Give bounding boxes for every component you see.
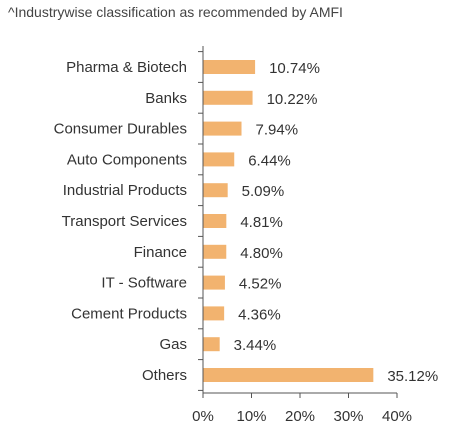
bar <box>203 183 228 198</box>
bar <box>203 275 225 290</box>
axis-group: 0% 10% 20% 30% 40% <box>192 46 412 425</box>
bar <box>203 337 220 352</box>
category-label: Auto Components <box>67 151 187 168</box>
value-label: 3.44% <box>234 337 277 354</box>
value-label: 4.52% <box>239 276 282 293</box>
bars-group: Pharma & Biotech 10.74% Banks 10.22% Consume… <box>54 59 439 385</box>
bar <box>203 306 225 321</box>
category-label: Consumer Durables <box>54 121 187 138</box>
value-label: 10.74% <box>269 60 320 77</box>
bar <box>203 368 374 382</box>
value-label: 4.80% <box>240 245 283 262</box>
value-label: 4.36% <box>238 306 281 323</box>
bar <box>203 90 253 105</box>
category-label: Others <box>142 367 187 384</box>
value-label: 35.12% <box>387 368 438 385</box>
category-label: Finance <box>134 244 187 261</box>
chart-title: ^Industrywise classification as recommen… <box>8 4 343 20</box>
category-label: Cement Products <box>71 305 187 322</box>
bar <box>203 214 227 228</box>
category-label: Banks <box>145 90 187 107</box>
category-label: Gas <box>159 336 187 353</box>
bar <box>203 121 242 136</box>
category-label: Industrial Products <box>63 182 187 199</box>
value-label: 6.44% <box>248 152 291 169</box>
x-tick-label: 10% <box>236 408 266 425</box>
x-tick-label: 0% <box>192 408 214 425</box>
value-label: 5.09% <box>242 183 285 200</box>
category-label: Transport Services <box>62 213 187 230</box>
value-label: 7.94% <box>256 122 299 139</box>
x-tick-label: 20% <box>285 408 315 425</box>
value-label: 4.81% <box>240 214 283 231</box>
value-label: 10.22% <box>267 91 318 108</box>
bar <box>203 60 256 74</box>
category-label: IT - Software <box>101 275 187 292</box>
bar <box>203 244 227 259</box>
x-tick-label: 40% <box>382 408 412 425</box>
x-tick-label: 30% <box>333 408 363 425</box>
category-label: Pharma & Biotech <box>66 59 187 76</box>
bar <box>203 152 235 167</box>
